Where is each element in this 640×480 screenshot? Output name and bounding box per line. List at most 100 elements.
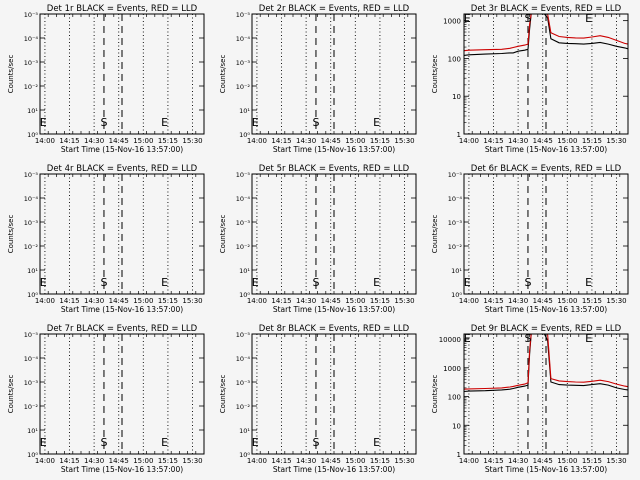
x-tick-label: 15:00 bbox=[133, 137, 153, 145]
marker-s: S bbox=[312, 276, 319, 289]
plot-frame bbox=[463, 13, 629, 135]
y-axis-label: Counts/sec bbox=[431, 55, 439, 94]
marker-s: S bbox=[312, 436, 319, 449]
x-tick-label: 15:15 bbox=[370, 457, 390, 465]
chart-panel-2: Det 2r BLACK = Events, RED = LLD 14:00 14:… bbox=[219, 4, 417, 154]
x-axis-label: Start Time (15-Nov-16 13:57:00) bbox=[485, 305, 607, 314]
x-tick-label: 14:45 bbox=[533, 297, 553, 305]
x-tick-label: 14:45 bbox=[321, 297, 341, 305]
y-tick-label: 10⁻⁴ bbox=[24, 355, 39, 363]
y-axis-label: Counts/sec bbox=[7, 375, 15, 414]
x-tick-label: 15:30 bbox=[394, 297, 414, 305]
chart-title: Det 2r BLACK = Events, RED = LLD bbox=[259, 4, 410, 14]
chart-panel-8: Det 8r BLACK = Events, RED = LLD 14:00 14:… bbox=[219, 324, 417, 474]
y-tick-label: 10⁻² bbox=[236, 243, 251, 251]
x-tick-label: 15:00 bbox=[345, 297, 365, 305]
y-axis-label: Counts/sec bbox=[431, 375, 439, 414]
chart-title: Det 8r BLACK = Events, RED = LLD bbox=[259, 324, 410, 334]
x-axis-label: Start Time (15-Nov-16 13:57:00) bbox=[273, 145, 395, 154]
y-tick-label: 10⁻⁴ bbox=[236, 35, 251, 43]
x-tick-label: 14:30 bbox=[296, 137, 316, 145]
y-axis-label: Counts/sec bbox=[431, 215, 439, 254]
y-tick-label: 10⁰ bbox=[27, 451, 38, 459]
x-tick-label: 15:00 bbox=[133, 457, 153, 465]
x-axis-label: Start Time (15-Nov-16 13:57:00) bbox=[485, 465, 607, 474]
x-tick-label: 14:30 bbox=[296, 297, 316, 305]
marker-e: E bbox=[585, 332, 592, 345]
y-tick-label: 10⁰ bbox=[239, 291, 250, 299]
x-axis-label: Start Time (15-Nov-16 13:57:00) bbox=[61, 465, 183, 474]
y-tick-label: 10¹ bbox=[27, 427, 38, 435]
marker-s: S bbox=[100, 436, 107, 449]
chart-panel-9: Det 9r BLACK = Events, RED = LLD 14:00 14:… bbox=[431, 324, 629, 474]
x-tick-label: 14:00 bbox=[35, 297, 55, 305]
x-tick-label: 15:15 bbox=[582, 457, 602, 465]
y-tick-label: 10⁻³ bbox=[448, 219, 463, 227]
marker-e: E bbox=[161, 436, 168, 449]
x-tick-label: 15:15 bbox=[158, 137, 178, 145]
chart-title: Det 3r BLACK = Events, RED = LLD bbox=[471, 4, 622, 14]
x-tick-label: 15:30 bbox=[394, 457, 414, 465]
y-axis-label: Counts/sec bbox=[7, 55, 15, 94]
x-tick-label: 15:30 bbox=[606, 137, 626, 145]
x-tick-label: 15:00 bbox=[557, 457, 577, 465]
y-tick-label: 10 bbox=[452, 93, 461, 101]
chart-panel-7: Det 7r BLACK = Events, RED = LLD 14:00 14:… bbox=[7, 324, 205, 474]
y-tick-label: 10⁻⁵ bbox=[24, 331, 39, 339]
plot-frame bbox=[463, 333, 629, 455]
x-tick-label: 14:00 bbox=[35, 457, 55, 465]
x-tick-label: 14:45 bbox=[533, 457, 553, 465]
y-tick-label: 10¹ bbox=[27, 267, 38, 275]
y-tick-label: 100 bbox=[448, 55, 461, 63]
y-tick-label: 10¹ bbox=[27, 107, 38, 115]
x-tick-label: 15:00 bbox=[345, 137, 365, 145]
y-tick-label: 10¹ bbox=[239, 107, 250, 115]
plot-frame bbox=[251, 13, 417, 135]
y-tick-label: 10⁻³ bbox=[236, 219, 251, 227]
x-tick-label: 15:00 bbox=[557, 137, 577, 145]
y-tick-label: 10⁻² bbox=[448, 243, 463, 251]
y-tick-label: 10⁻³ bbox=[24, 219, 39, 227]
y-tick-label: 10⁰ bbox=[239, 451, 250, 459]
x-tick-label: 14:15 bbox=[483, 457, 503, 465]
x-tick-label: 15:15 bbox=[370, 137, 390, 145]
y-tick-label: 10⁻³ bbox=[24, 59, 39, 67]
x-tick-label: 14:00 bbox=[247, 297, 267, 305]
y-tick-label: 10⁻² bbox=[236, 403, 251, 411]
y-tick-label: 1000 bbox=[443, 365, 461, 373]
chart-title: Det 9r BLACK = Events, RED = LLD bbox=[471, 324, 622, 334]
y-tick-label: 10⁻³ bbox=[24, 379, 39, 387]
x-tick-label: 14:30 bbox=[296, 457, 316, 465]
y-axis-label: Counts/sec bbox=[219, 375, 227, 414]
y-tick-label: 10⁻⁴ bbox=[236, 195, 251, 203]
y-axis-label: Counts/sec bbox=[219, 55, 227, 94]
x-tick-label: 14:15 bbox=[59, 137, 79, 145]
marker-e: E bbox=[373, 436, 380, 449]
x-tick-label: 14:15 bbox=[59, 457, 79, 465]
x-tick-label: 15:15 bbox=[370, 297, 390, 305]
marker-e: E bbox=[585, 12, 592, 25]
y-tick-label: 10000 bbox=[439, 336, 461, 344]
x-tick-label: 14:15 bbox=[271, 137, 291, 145]
y-tick-label: 1000 bbox=[443, 18, 461, 26]
marker-e: E bbox=[252, 116, 259, 129]
x-axis-label: Start Time (15-Nov-16 13:57:00) bbox=[485, 145, 607, 154]
x-tick-label: 14:45 bbox=[321, 457, 341, 465]
y-tick-label: 10⁻³ bbox=[236, 59, 251, 67]
marker-e: E bbox=[161, 116, 168, 129]
x-tick-label: 14:00 bbox=[35, 137, 55, 145]
y-tick-label: 10¹ bbox=[239, 267, 250, 275]
plot-frame bbox=[251, 333, 417, 455]
x-tick-label: 15:15 bbox=[582, 297, 602, 305]
plot-frame bbox=[463, 173, 629, 295]
y-tick-label: 10¹ bbox=[239, 427, 250, 435]
x-tick-label: 15:30 bbox=[606, 297, 626, 305]
chart-panel-3: Det 3r BLACK = Events, RED = LLD 14:00 14:… bbox=[431, 4, 629, 154]
x-tick-label: 14:00 bbox=[247, 457, 267, 465]
x-tick-label: 14:30 bbox=[508, 137, 528, 145]
y-tick-label: 1 bbox=[457, 451, 461, 459]
marker-e: E bbox=[585, 276, 592, 289]
y-tick-label: 10⁻⁵ bbox=[24, 11, 39, 19]
y-tick-label: 10⁻⁵ bbox=[236, 11, 251, 19]
